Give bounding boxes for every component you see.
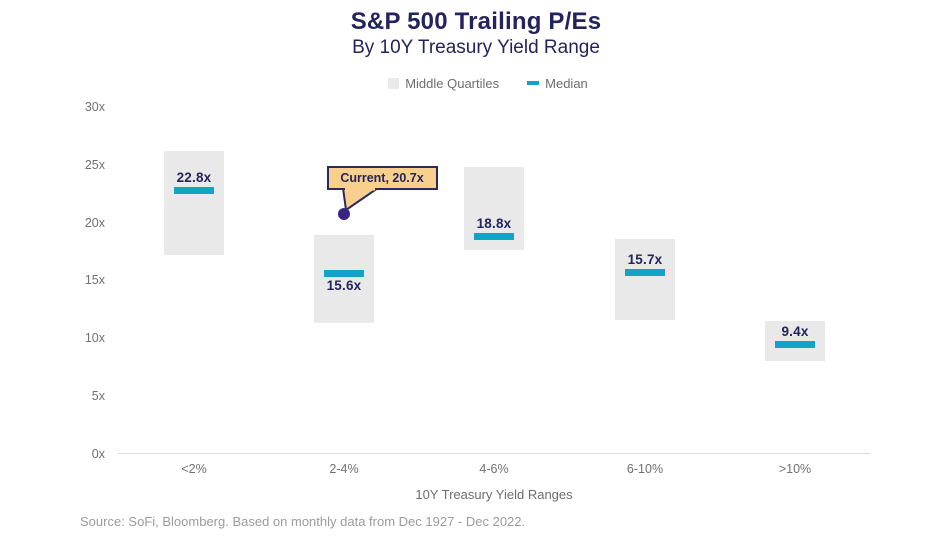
median-value-label: 22.8x — [176, 169, 212, 185]
x-axis-tick-label: 6-10% — [626, 462, 664, 476]
y-axis-tick-label: 30x — [84, 100, 105, 114]
median-value-label: 18.8x — [476, 215, 512, 231]
median-value-label: 15.6x — [326, 277, 362, 293]
quartile-bar — [164, 150, 224, 255]
median-line — [324, 269, 364, 277]
median-line — [474, 232, 514, 240]
quartile-swatch-icon — [388, 77, 400, 89]
source-note: Source: SoFi, Bloomberg. Based on monthl… — [80, 514, 526, 529]
callout-text: Current, 20.7x — [340, 171, 423, 185]
legend-label-median: Median — [545, 75, 588, 91]
y-axis-tick-label: 25x — [84, 157, 105, 172]
legend: Middle Quartiles Median — [24, 75, 952, 91]
y-axis-tick-label: 10x — [84, 331, 105, 345]
legend-label-middle-quartiles: Middle Quartiles — [405, 75, 500, 91]
callout-tail — [341, 187, 382, 212]
median-line — [174, 186, 214, 194]
median-swatch-icon — [527, 81, 540, 85]
y-axis-tick-label: 5x — [91, 388, 105, 403]
current-point-dot — [338, 208, 350, 220]
y-axis-tick-label: 20x — [84, 215, 105, 230]
chart-title: S&P 500 Trailing P/Es — [350, 8, 602, 35]
legend-item-median: Median — [527, 76, 588, 91]
x-axis-tick-label: 4-6% — [479, 462, 509, 476]
median-value-label: 15.7x — [627, 251, 663, 267]
quartile-bar — [615, 238, 675, 320]
median-line — [625, 268, 665, 276]
median-value-label: 9.4x — [781, 324, 809, 340]
callout-box — [327, 166, 438, 190]
x-axis-tick-label: <2% — [181, 462, 207, 476]
chart-subtitle: By 10Y Treasury Yield Range — [352, 37, 600, 58]
y-axis-tick-label: 15x — [84, 273, 105, 288]
legend-item-middle-quartiles: Middle Quartiles — [388, 76, 499, 91]
x-axis-tick-label: >10% — [778, 462, 812, 476]
current-annotation: Current, 20.7x — [327, 166, 438, 220]
x-axis-tick-label: 2-4% — [329, 462, 359, 476]
x-axis-line — [118, 453, 870, 454]
x-axis-title: 10Y Treasury Yield Ranges — [415, 487, 573, 502]
callout-join — [345, 186, 375, 191]
quartile-bar — [765, 320, 825, 362]
quartile-bar — [314, 235, 374, 323]
y-axis-tick-label: 0x — [91, 446, 105, 461]
median-line — [775, 341, 815, 349]
